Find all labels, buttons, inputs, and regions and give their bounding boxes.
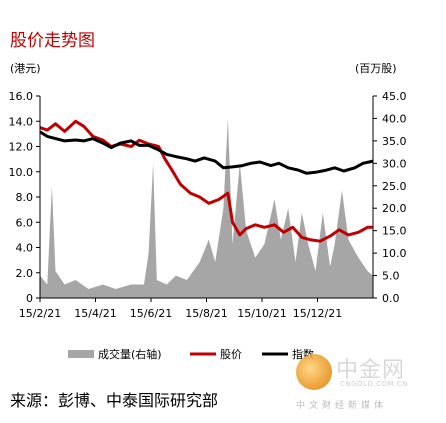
right-tick-label: 25.0	[382, 180, 407, 193]
watermark-url: CNGOLD.COM.CN	[340, 380, 408, 388]
x-tick-label: 15/2/21	[19, 307, 61, 320]
right-tick-label: 15.0	[382, 225, 407, 238]
line-series-1	[39, 119, 373, 243]
gold-coin-logo-icon	[296, 354, 332, 390]
line-series-2	[39, 130, 374, 175]
chart-title: 股价走势图	[10, 31, 95, 51]
x-tick-label: 15/4/21	[74, 307, 116, 320]
legend-label: 股价	[220, 348, 242, 361]
legend: 成交量(右轴) 股价 指数	[68, 347, 314, 361]
watermark-name: 中金网	[336, 358, 406, 383]
watermark: 中金网 CNGOLD.COM.CN 中文财经新媒体	[296, 350, 442, 420]
right-tick-label: 35.0	[382, 135, 407, 148]
left-tick-label: 6.0	[16, 216, 34, 229]
left-tick-label: 10.0	[9, 166, 34, 179]
left-tick-label: 14.0	[9, 115, 34, 128]
right-axis-unit: (百万股)	[355, 62, 397, 75]
left-tick-label: 12.0	[9, 141, 34, 154]
right-tick-label: 20.0	[382, 202, 407, 215]
x-tick-label: 15/6/21	[130, 307, 172, 320]
right-tick-label: 0.0	[382, 292, 400, 305]
left-tick-label: 16.0	[9, 90, 34, 103]
legend-label: 成交量(右轴)	[98, 347, 162, 361]
right-tick-label: 30.0	[382, 157, 407, 170]
left-tick-label: 8.0	[16, 191, 34, 204]
x-tick-label: 15/8/21	[185, 307, 227, 320]
left-axis-unit: (港元)	[10, 62, 41, 75]
left-tick-label: 0	[26, 292, 33, 305]
volume-area-series	[40, 118, 373, 299]
legend-swatch-volume	[68, 350, 94, 358]
right-tick-label: 5.0	[382, 270, 400, 283]
left-tick-label: 4.0	[16, 242, 34, 255]
plot-area: 0 2.0 4.0 6.0 8.0 10.0 12.0 14.0 16.0 0.0 5.0 10.0 1…	[9, 90, 407, 320]
right-tick-label: 40.0	[382, 112, 407, 125]
x-tick-label: 15/12/21	[293, 307, 342, 320]
left-tick-label: 2.0	[16, 267, 34, 280]
source-note: 来源：彭博、中泰国际研究部	[10, 391, 219, 410]
watermark-tagline: 中文财经新媒体	[296, 401, 388, 411]
right-tick-label: 45.0	[382, 90, 407, 103]
x-tick-label: 15/10/21	[237, 307, 286, 320]
right-tick-label: 10.0	[382, 247, 407, 260]
